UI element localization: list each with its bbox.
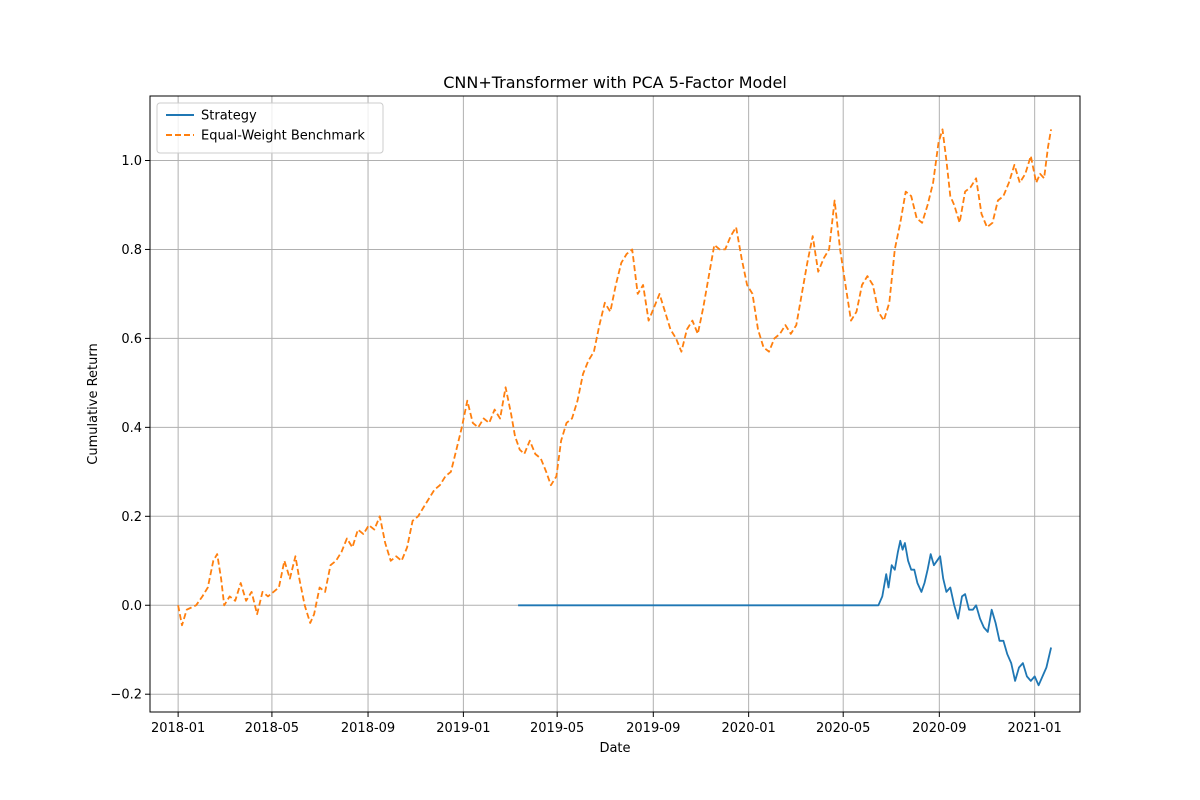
- y-tick-label: 1.0: [121, 154, 142, 169]
- x-tick-label: 2019-09: [626, 721, 680, 736]
- x-axis-ticks: 2018-01 2018-05 2018-09 2019-01 2019-05 2019-…: [151, 712, 1062, 736]
- legend-label-strategy: Strategy: [201, 109, 257, 124]
- legend-label-benchmark: Equal-Weight Benchmark: [201, 129, 365, 144]
- x-tick-label: 2019-05: [530, 721, 584, 736]
- x-tick-label: 2018-01: [151, 721, 205, 736]
- y-tick-label: 0.8: [121, 243, 142, 258]
- x-axis-label: Date: [599, 741, 630, 756]
- x-tick-label: 2018-05: [245, 721, 299, 736]
- axes-frame: [149, 95, 1081, 713]
- grid: [150, 96, 1080, 712]
- y-tick-label: −0.2: [110, 688, 142, 703]
- legend-box: [156, 102, 384, 154]
- x-tick-label: 2018-09: [341, 721, 395, 736]
- x-tick-label: 2021-01: [1008, 721, 1062, 736]
- x-tick-label: 2020-05: [816, 721, 870, 736]
- x-tick-label: 2019-01: [436, 721, 490, 736]
- y-tick-label: 0.0: [121, 599, 142, 614]
- series-line-benchmark: [177, 128, 1052, 627]
- series-line-strategy: [518, 539, 1052, 687]
- y-tick-label: 0.2: [121, 510, 142, 525]
- x-tick-label: 2020-09: [912, 721, 966, 736]
- y-axis-label: Cumulative Return: [86, 343, 101, 464]
- plot-lines: [177, 128, 1052, 687]
- chart-title: CNN+Transformer with PCA 5-Factor Model: [443, 73, 787, 92]
- legend: Strategy Equal-Weight Benchmark: [156, 102, 384, 154]
- y-tick-label: 0.6: [121, 332, 142, 347]
- x-tick-label: 2020-01: [721, 721, 775, 736]
- y-axis-ticks: −0.2 0.0 0.2 0.4 0.6 0.8 1.0: [110, 154, 150, 703]
- y-tick-label: 0.4: [121, 421, 142, 436]
